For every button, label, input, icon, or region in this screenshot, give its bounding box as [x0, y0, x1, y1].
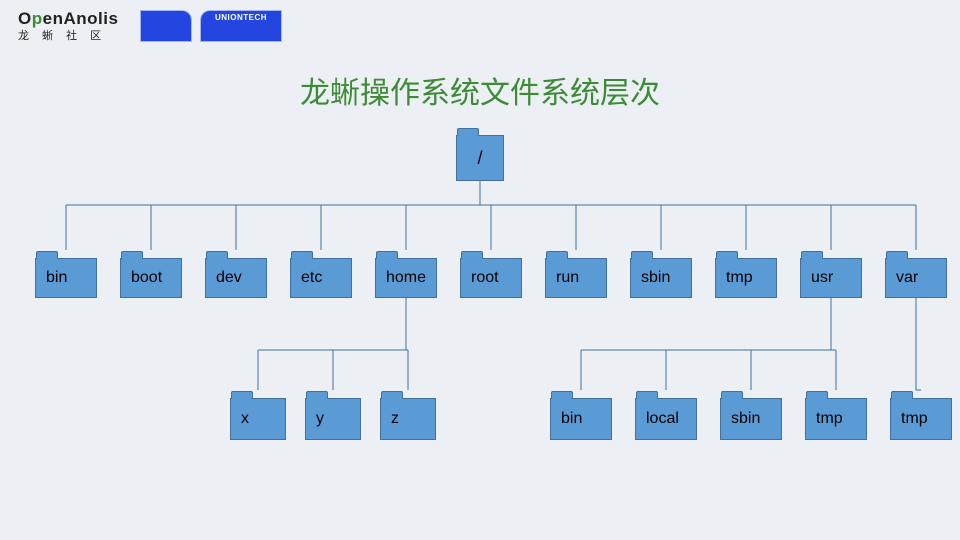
- brand-post: enAnolis: [43, 9, 119, 28]
- folder-tab-icon: [306, 391, 328, 399]
- folder-sbin: sbin: [630, 258, 692, 298]
- folder-label: x: [241, 411, 249, 427]
- folder-var-tmp: tmp: [890, 398, 952, 440]
- folder-tab-icon: [636, 391, 658, 399]
- folder-tab-icon: [546, 251, 568, 259]
- folder-y: y: [305, 398, 361, 440]
- folder-tab-icon: [551, 391, 573, 399]
- partner-badge-2: UNIONTECH: [200, 10, 282, 42]
- brand-pre: O: [18, 9, 32, 28]
- folder-usr-sbin: sbin: [720, 398, 782, 440]
- folder-tab-icon: [457, 128, 479, 136]
- folder-label: /: [477, 149, 482, 167]
- folder-x: x: [230, 398, 286, 440]
- brand-logo: OpenAnolis 龙 蜥 社 区: [18, 10, 118, 42]
- brand-accent: p: [32, 9, 43, 28]
- folder-usr-bin: bin: [550, 398, 612, 440]
- folder-tab-icon: [806, 391, 828, 399]
- folder-tab-icon: [801, 251, 823, 259]
- partner-label: UNIONTECH: [201, 13, 281, 22]
- brand-subtitle: 龙 蜥 社 区: [18, 31, 118, 42]
- folder-label: tmp: [816, 411, 843, 427]
- folder-dev: dev: [205, 258, 267, 298]
- brand-name: OpenAnolis: [18, 10, 118, 27]
- folder-tab-icon: [381, 391, 403, 399]
- diagram-stage: OpenAnolis 龙 蜥 社 区 UNIONTECH 龙蜥操作系统文件系统层…: [0, 0, 960, 540]
- folder-usr-tmp: tmp: [805, 398, 867, 440]
- folder-label: etc: [301, 270, 322, 286]
- folder-label: tmp: [726, 270, 753, 286]
- folder-label: home: [386, 270, 426, 286]
- folder-label: local: [646, 411, 679, 427]
- folder-tab-icon: [376, 251, 398, 259]
- folder-var: var: [885, 258, 947, 298]
- folder-label: dev: [216, 270, 242, 286]
- folder-root: root: [460, 258, 522, 298]
- folder-z: z: [380, 398, 436, 440]
- partner-badge-1: [140, 10, 192, 42]
- folder-root-slash: /: [456, 135, 504, 181]
- folder-tab-icon: [36, 251, 58, 259]
- folder-label: boot: [131, 270, 162, 286]
- folder-label: bin: [561, 411, 582, 427]
- folder-tab-icon: [631, 251, 653, 259]
- folder-etc: etc: [290, 258, 352, 298]
- folder-usr: usr: [800, 258, 862, 298]
- folder-label: y: [316, 411, 324, 427]
- folder-tab-icon: [206, 251, 228, 259]
- folder-label: run: [556, 270, 579, 286]
- folder-tab-icon: [886, 251, 908, 259]
- folder-label: usr: [811, 270, 833, 286]
- folder-label: sbin: [731, 411, 760, 427]
- folder-tab-icon: [121, 251, 143, 259]
- folder-boot: boot: [120, 258, 182, 298]
- folder-label: tmp: [901, 411, 928, 427]
- folder-tab-icon: [231, 391, 253, 399]
- folder-usr-local: local: [635, 398, 697, 440]
- folder-tab-icon: [721, 391, 743, 399]
- page-title: 龙蜥操作系统文件系统层次: [0, 68, 960, 112]
- folder-label: sbin: [641, 270, 670, 286]
- folder-label: z: [391, 411, 399, 427]
- folder-tmp: tmp: [715, 258, 777, 298]
- folder-tab-icon: [891, 391, 913, 399]
- folder-tab-icon: [716, 251, 738, 259]
- folder-bin: bin: [35, 258, 97, 298]
- folder-run: run: [545, 258, 607, 298]
- folder-home: home: [375, 258, 437, 298]
- folder-tab-icon: [291, 251, 313, 259]
- folder-label: bin: [46, 270, 67, 286]
- folder-label: var: [896, 270, 918, 286]
- folder-label: root: [471, 270, 499, 286]
- folder-tab-icon: [461, 251, 483, 259]
